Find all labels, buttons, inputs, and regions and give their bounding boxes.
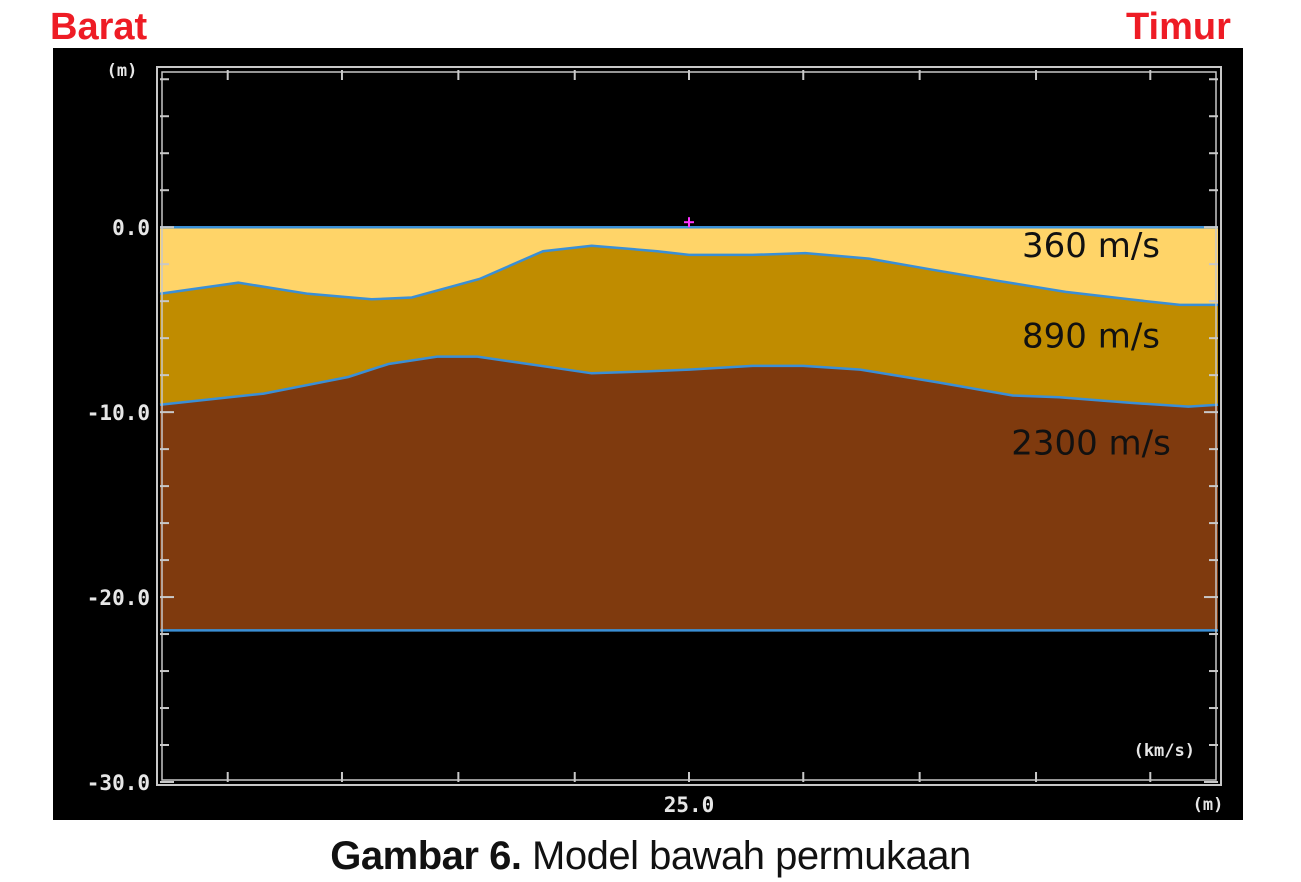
axis-ticks: [160, 70, 1218, 783]
velocity-labels: 360 m/s 890 m/s 2300 m/s: [1011, 226, 1171, 464]
y-tick-label: -30.0: [87, 771, 150, 795]
figure-caption-text: Model bawah permukaan: [521, 834, 971, 878]
subsurface-model-chart: 0.0 -10.0 -20.0 -30.0 25.0 (m) (m) (km/s) 360 m…: [53, 48, 1243, 820]
surface-marker: [684, 217, 694, 228]
axis-labels: 0.0 -10.0 -20.0 -30.0 25.0 (m) (m) (km/s): [87, 61, 1224, 817]
boundary-2-3-line: [159, 355, 1219, 408]
y-tick-label: -10.0: [87, 401, 150, 425]
velocity-unit-label: (km/s): [1134, 741, 1195, 761]
layer-boundaries: [159, 225, 1219, 632]
layer-2-fill: [160, 245, 1218, 407]
figure-caption: Gambar 6. Model bawah permukaan: [0, 834, 1301, 879]
layer-1-fill: [160, 227, 1218, 305]
figure-number: Gambar 6.: [330, 834, 522, 878]
y-tick-label: 0.0: [112, 216, 150, 240]
layer-3-velocity-label: 2300 m/s: [1011, 424, 1171, 464]
x-tick-label: 25.0: [664, 793, 715, 817]
west-direction-label: Barat: [50, 6, 148, 48]
layer-2-velocity-label: 890 m/s: [1022, 316, 1160, 356]
layer-1-velocity-label: 360 m/s: [1022, 226, 1160, 266]
layer-3-fill: [160, 356, 1218, 631]
x-unit-label: (m): [1193, 795, 1224, 815]
y-unit-label: (m): [107, 61, 138, 81]
layer-fills: [160, 227, 1218, 631]
east-direction-label: Timur: [1126, 6, 1231, 48]
boundary-1-2-line: [159, 244, 1218, 307]
y-tick-label: -20.0: [87, 586, 150, 610]
frame-outer: [156, 66, 1222, 786]
